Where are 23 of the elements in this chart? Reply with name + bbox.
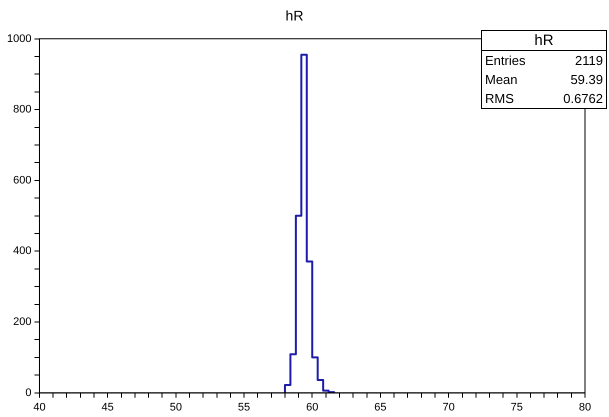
y-tick-label: 0 — [25, 386, 32, 399]
annotation: 0.6762 — [563, 91, 603, 106]
x-tick-label: 60 — [306, 401, 318, 414]
x-tick-label: 75 — [510, 401, 523, 414]
y-tick-label: 1000 — [6, 32, 32, 45]
x-tick-label: 50 — [170, 401, 182, 414]
y-tick-label: 200 — [13, 316, 32, 328]
y-tick-label: 800 — [13, 104, 32, 116]
x-tick-label: 40 — [33, 401, 46, 414]
x-tick-label: 80 — [578, 401, 592, 414]
x-tick-label: 70 — [442, 401, 455, 414]
chart-title: hR — [286, 7, 304, 24]
y-tick-label: 400 — [13, 245, 32, 258]
annotation: RMS — [485, 91, 514, 106]
y-tick-label: 600 — [13, 174, 32, 186]
annotation: 59.39 — [570, 72, 603, 87]
x-tick-label: 55 — [238, 401, 250, 414]
annotation: 2119 — [575, 53, 603, 68]
annotation: Entries — [485, 53, 526, 68]
x-tick-label: 65 — [374, 401, 387, 414]
x-tick-label: 45 — [102, 401, 114, 414]
annotation: Mean — [485, 72, 518, 87]
annotation: hR — [482, 31, 606, 51]
